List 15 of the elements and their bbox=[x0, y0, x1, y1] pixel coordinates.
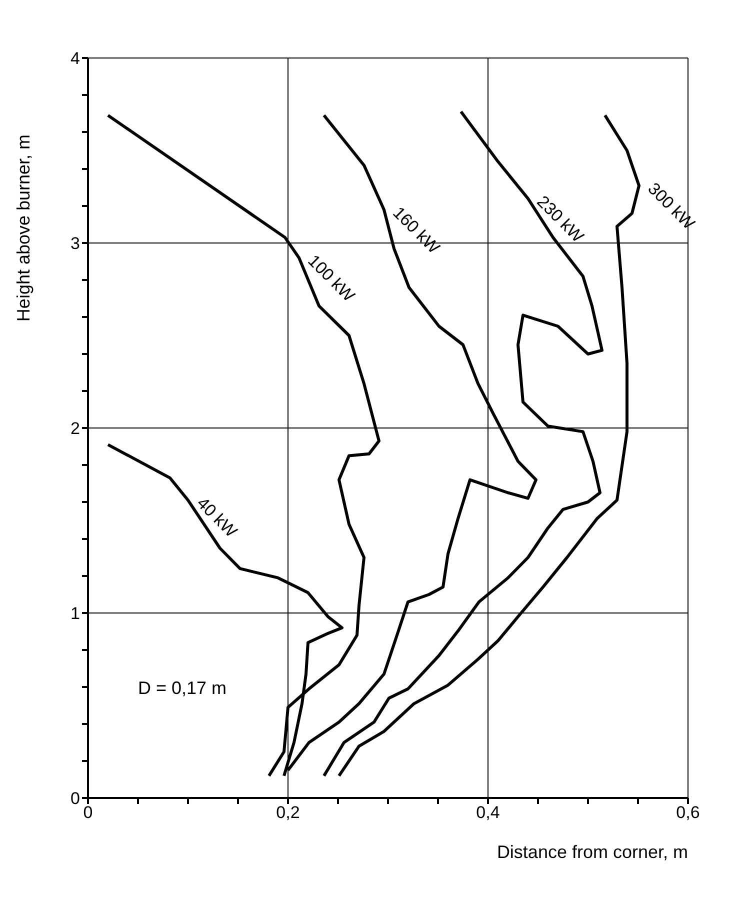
text: 40 kW bbox=[193, 494, 241, 542]
x-axis-title: Distance from corner, m bbox=[496, 842, 688, 862]
x-tick-label: 0,6 bbox=[676, 803, 700, 822]
text: 230 kW bbox=[533, 192, 588, 246]
text: 100 kW bbox=[304, 251, 358, 306]
x-tick-label: 0,2 bbox=[276, 803, 300, 822]
y-tick-label: 1 bbox=[70, 604, 80, 624]
y-tick-label: 4 bbox=[70, 49, 80, 68]
y-tick-label: 3 bbox=[70, 234, 80, 254]
annotation: D = 0,17 m bbox=[138, 678, 227, 699]
y-tick-label: 2 bbox=[70, 419, 80, 438]
x-tick-label: 0 bbox=[83, 803, 93, 822]
y-tick-label: 0 bbox=[70, 789, 80, 808]
y-axis-title: Height above burner, m bbox=[13, 134, 34, 322]
x-tick-label: 0,4 bbox=[476, 803, 500, 822]
